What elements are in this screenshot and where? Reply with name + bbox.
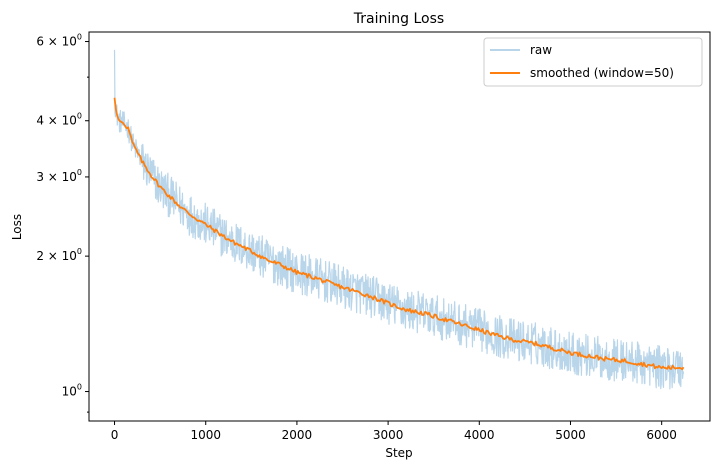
x-tick-label: 2000 xyxy=(282,428,313,442)
legend-box xyxy=(483,37,703,87)
legend-raw-label: raw xyxy=(530,43,552,57)
x-tick-label: 4000 xyxy=(464,428,495,442)
x-axis-label: Step xyxy=(385,446,412,460)
x-tick-label: 0 xyxy=(111,428,119,442)
chart-title: Training Loss xyxy=(353,11,444,27)
y-tick-label: 4 × 100 xyxy=(36,112,82,128)
plot-area xyxy=(88,31,711,422)
legend: raw smoothed (window=50) xyxy=(483,37,703,87)
y-tick-label: 6 × 100 xyxy=(36,33,82,49)
x-axis: 0 1000 2000 3000 4000 5000 6000 xyxy=(111,421,677,442)
smoothed-series-layer xyxy=(113,97,685,371)
x-tick-label: 1000 xyxy=(190,428,221,442)
raw-series-line xyxy=(113,49,685,390)
legend-smoothed-label: smoothed (window=50) xyxy=(530,66,674,80)
y-tick-label: 3 × 100 xyxy=(36,168,82,184)
y-axis-label: Loss xyxy=(10,214,24,240)
smoothed-series-line xyxy=(113,97,685,371)
y-tick-label: 100 xyxy=(62,383,82,399)
plot-frame xyxy=(88,31,711,422)
y-tick-label: 2 × 100 xyxy=(36,247,82,263)
x-tick-label: 3000 xyxy=(373,428,404,442)
raw-series-layer xyxy=(113,49,685,390)
y-axis: 100 2 × 100 3 × 100 4 × 100 6 × 100 xyxy=(36,33,89,413)
x-tick-label: 6000 xyxy=(646,428,677,442)
x-tick-label: 5000 xyxy=(555,428,586,442)
